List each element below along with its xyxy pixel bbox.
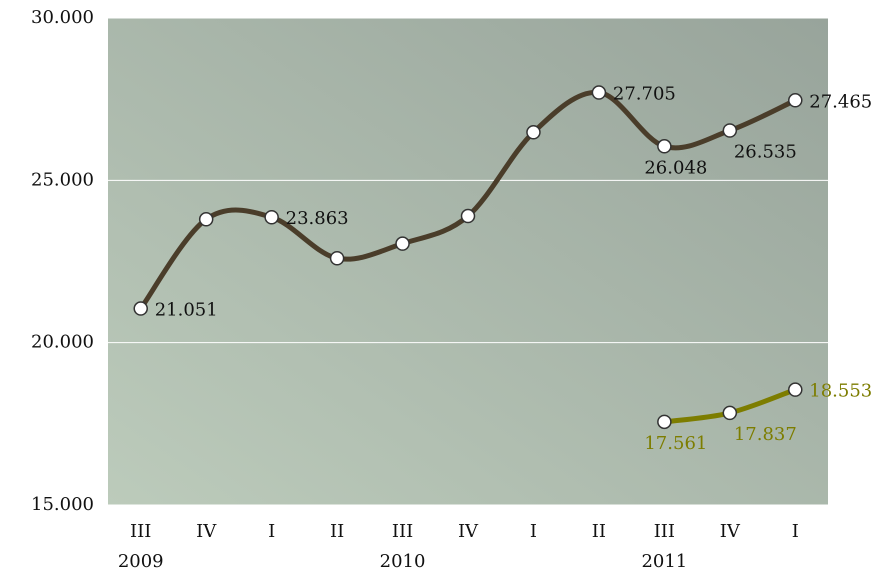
data-point	[395, 236, 410, 251]
data-point	[526, 125, 541, 140]
data-point	[198, 212, 214, 227]
data-point	[133, 301, 148, 316]
y-tick-label: 15.000	[31, 494, 94, 515]
y-tick-label: 20.000	[31, 332, 94, 353]
data-point	[657, 139, 672, 154]
data-label: 26.535	[734, 141, 797, 162]
data-label: 17.837	[734, 424, 797, 445]
data-label: 27.465	[809, 91, 872, 112]
x-tick-label: IV	[720, 521, 741, 542]
x-tick-label: I	[268, 521, 275, 542]
data-point	[788, 93, 803, 108]
data-point	[722, 405, 738, 421]
year-label: 2011	[641, 551, 687, 572]
data-label: 17.561	[644, 433, 707, 454]
data-label: 27.705	[613, 84, 676, 105]
data-point	[264, 209, 279, 225]
data-point	[788, 382, 803, 397]
x-tick-label: III	[654, 521, 675, 542]
x-tick-label: IV	[196, 521, 217, 542]
x-tick-label: II	[592, 521, 606, 542]
x-tick-label: III	[392, 521, 413, 542]
data-point	[460, 208, 476, 224]
data-point	[591, 85, 607, 100]
data-label: 21.051	[155, 300, 218, 321]
x-tick-label: IV	[458, 521, 479, 542]
y-tick-label: 25.000	[31, 169, 94, 190]
x-tick-label: III	[130, 521, 151, 542]
data-point	[329, 251, 345, 266]
data-point	[722, 123, 738, 138]
y-tick-label: 30.000	[31, 7, 94, 28]
year-label: 2009	[118, 551, 164, 572]
plot-area	[108, 18, 828, 505]
data-label: 26.048	[644, 157, 707, 178]
x-tick-label: I	[792, 521, 799, 542]
x-tick-label: I	[530, 521, 537, 542]
data-label: 18.553	[809, 381, 872, 402]
data-point	[657, 414, 672, 430]
x-tick-label: II	[330, 521, 344, 542]
data-label: 23.863	[286, 208, 349, 229]
year-label: 2010	[380, 551, 426, 572]
